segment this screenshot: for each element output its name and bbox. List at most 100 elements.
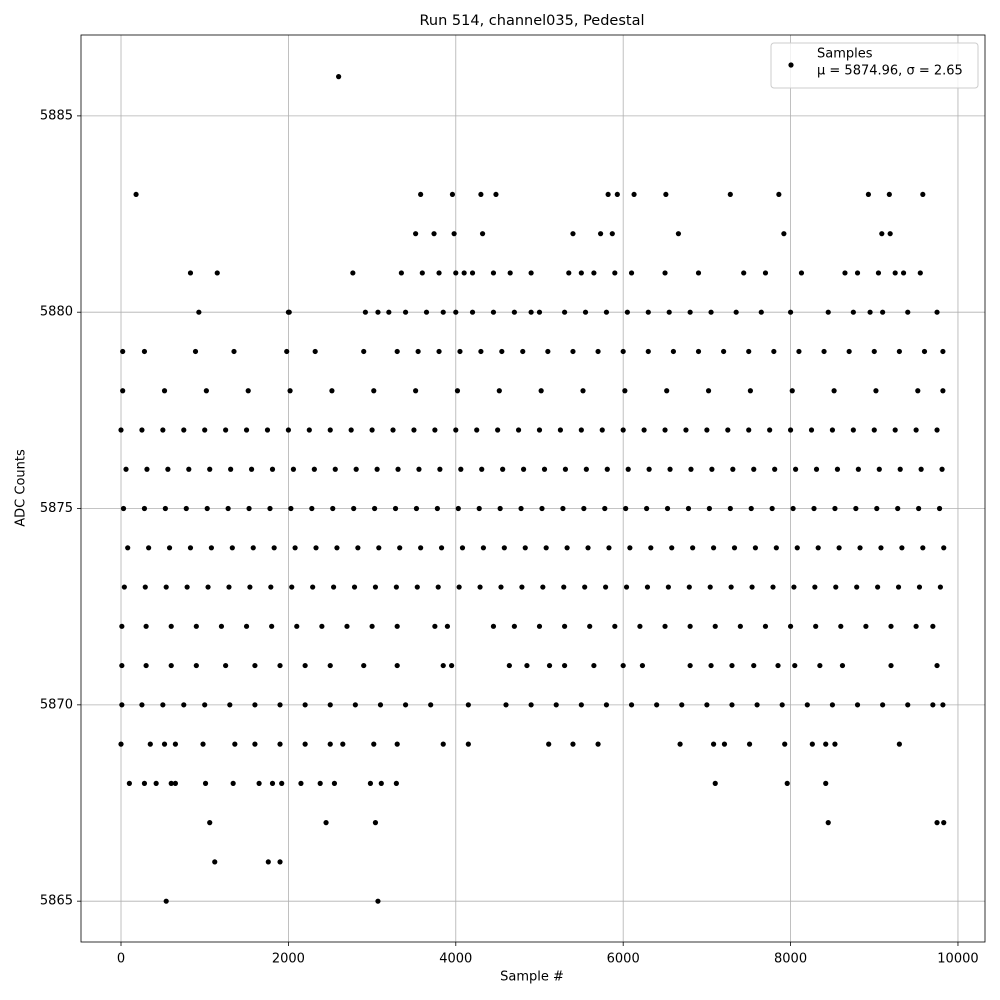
- point: [243, 427, 250, 433]
- point: [688, 466, 694, 472]
- point: [353, 466, 359, 472]
- point: [361, 348, 367, 355]
- point: [888, 623, 894, 629]
- point: [687, 309, 693, 315]
- point: [500, 466, 506, 472]
- point: [570, 231, 576, 237]
- point: [725, 427, 731, 433]
- point: [934, 662, 940, 669]
- y-tick-label: 5880: [40, 305, 73, 320]
- point: [641, 427, 647, 433]
- point: [564, 545, 570, 551]
- point: [437, 466, 443, 472]
- point: [413, 388, 419, 394]
- point: [602, 505, 608, 512]
- x-tick-label: 2000: [272, 952, 305, 967]
- point: [612, 270, 618, 276]
- point: [850, 427, 856, 433]
- point: [374, 466, 380, 472]
- point: [710, 545, 717, 551]
- point: [667, 466, 673, 472]
- point: [414, 584, 420, 590]
- point: [499, 348, 505, 355]
- point: [454, 388, 461, 394]
- point: [817, 662, 823, 669]
- point: [679, 702, 685, 708]
- point: [181, 427, 187, 433]
- point: [402, 309, 409, 315]
- point: [639, 662, 646, 669]
- point: [792, 662, 798, 669]
- point: [772, 466, 778, 472]
- point: [336, 74, 342, 80]
- point: [286, 309, 292, 315]
- point: [536, 623, 543, 629]
- point: [754, 702, 760, 708]
- point: [623, 584, 630, 590]
- point: [444, 623, 451, 629]
- point: [394, 741, 400, 747]
- point: [225, 505, 231, 512]
- point: [479, 466, 485, 472]
- point: [119, 702, 125, 708]
- point: [690, 545, 696, 551]
- point: [362, 309, 368, 315]
- point: [518, 505, 524, 512]
- point: [377, 702, 384, 708]
- point: [161, 741, 168, 747]
- x-tick-label: 6000: [607, 952, 640, 967]
- point: [202, 427, 208, 433]
- point: [708, 309, 714, 315]
- point: [141, 780, 148, 786]
- point: [561, 623, 568, 629]
- point: [372, 505, 378, 512]
- point: [172, 741, 179, 747]
- point: [120, 348, 126, 355]
- point: [193, 623, 199, 629]
- point: [310, 584, 316, 590]
- point: [773, 545, 779, 551]
- point: [202, 702, 208, 708]
- point: [669, 545, 675, 551]
- point: [605, 191, 611, 198]
- point: [285, 427, 291, 433]
- point: [675, 231, 682, 237]
- point: [419, 270, 425, 276]
- point: [143, 662, 149, 669]
- point: [496, 388, 502, 394]
- point: [507, 270, 513, 276]
- point: [352, 702, 358, 708]
- point: [435, 584, 441, 590]
- point: [469, 309, 476, 315]
- point: [490, 623, 497, 629]
- point: [438, 545, 445, 551]
- point: [730, 466, 736, 472]
- point: [142, 584, 148, 590]
- point: [511, 309, 517, 315]
- point: [271, 545, 277, 551]
- point: [413, 505, 420, 512]
- point: [372, 820, 379, 826]
- point: [292, 545, 298, 551]
- point: [284, 348, 290, 355]
- point: [187, 270, 194, 276]
- point: [854, 584, 860, 590]
- point: [813, 623, 819, 629]
- legend-box: [770, 42, 979, 89]
- point: [287, 388, 293, 394]
- point: [812, 584, 818, 590]
- point: [477, 584, 483, 590]
- point: [570, 348, 576, 355]
- point: [833, 584, 839, 590]
- point: [119, 623, 125, 629]
- point: [432, 427, 438, 433]
- point: [562, 466, 569, 472]
- point: [327, 662, 333, 669]
- point: [644, 584, 651, 590]
- y-tick-label: 5870: [40, 697, 73, 712]
- point: [727, 191, 733, 198]
- point: [916, 584, 923, 590]
- point: [913, 623, 919, 629]
- point: [397, 545, 403, 551]
